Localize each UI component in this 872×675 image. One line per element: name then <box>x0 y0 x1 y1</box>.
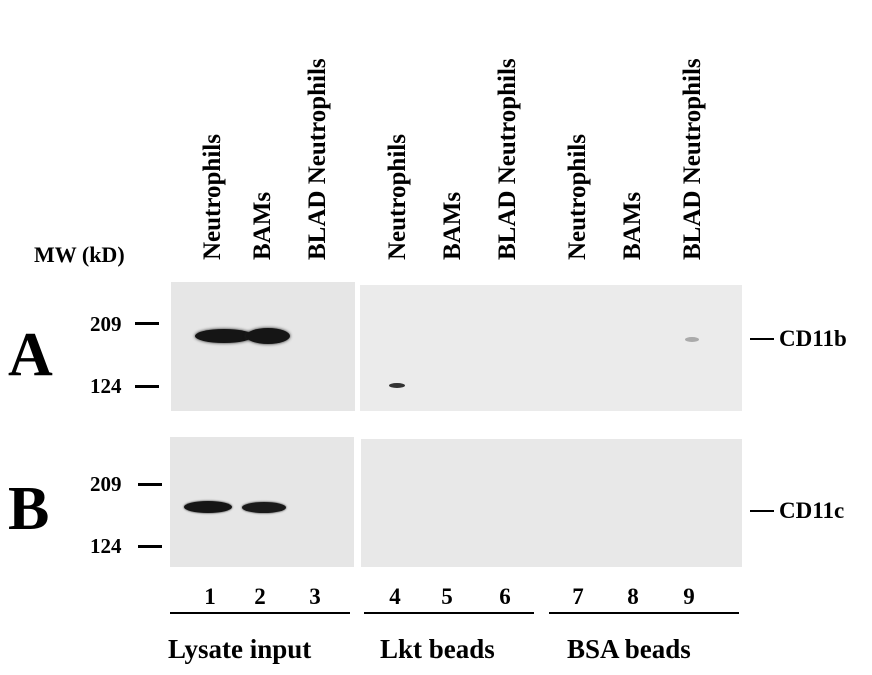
lane-number-7: 7 <box>572 584 584 609</box>
panel-a-marker-209-tick <box>135 322 159 325</box>
lane-number-6: 6 <box>499 584 511 609</box>
lane-number-9: 9 <box>683 584 695 609</box>
panel-b-protein-label: CD11c <box>779 498 845 523</box>
lane-header-3: BLAD Neutrophils <box>304 58 331 260</box>
panel-a-protein-label: CD11b <box>779 326 847 351</box>
mw-axis-title: MW (kD) <box>34 242 125 267</box>
lane-header-6: BLAD Neutrophils <box>494 58 521 260</box>
lane-number-2: 2 <box>254 584 266 609</box>
group-line-lysate <box>170 612 350 614</box>
group-label-bsa: BSA beads <box>567 634 691 664</box>
band-a-lane1 <box>195 329 253 343</box>
blot-a-beads <box>360 285 742 411</box>
panel-a-protein-tick <box>750 338 774 340</box>
group-label-lkt: Lkt beads <box>380 634 495 664</box>
panel-a-marker-124-label: 124 <box>90 374 122 398</box>
group-line-lkt <box>364 612 534 614</box>
panel-a-marker-124-tick <box>135 385 159 388</box>
lane-number-5: 5 <box>441 584 453 609</box>
panel-b-protein-tick <box>750 510 774 512</box>
lane-header-5: BAMs <box>439 191 466 260</box>
group-label-lysate: Lysate input <box>168 634 312 664</box>
lane-header-9: BLAD Neutrophils <box>679 58 706 260</box>
blot-a-lysate <box>171 282 355 411</box>
panel-b-marker-209-label: 209 <box>90 472 122 496</box>
blot-b-beads <box>361 439 742 567</box>
blot-b-lysate <box>170 437 354 567</box>
band-a-lane4-faint <box>389 383 405 388</box>
lane-header-8: BAMs <box>619 191 646 260</box>
panel-b-marker-124-tick <box>138 545 162 548</box>
lane-number-4: 4 <box>389 584 401 609</box>
band-b-lane1 <box>184 501 232 513</box>
lane-header-4: Neutrophils <box>384 134 411 260</box>
lane-number-1: 1 <box>204 584 216 609</box>
band-a-lane9-faint <box>685 337 699 342</box>
panel-b-marker-124-label: 124 <box>90 534 122 558</box>
lane-number-3: 3 <box>309 584 321 609</box>
lane-number-8: 8 <box>627 584 639 609</box>
panel-b-letter: B <box>8 475 50 543</box>
panel-a-letter: A <box>8 321 53 389</box>
band-b-lane2 <box>242 502 286 513</box>
lane-header-7: Neutrophils <box>564 134 591 260</box>
group-line-bsa <box>549 612 739 614</box>
band-a-lane2 <box>246 328 290 344</box>
lane-header-2: BAMs <box>249 191 276 260</box>
panel-b-marker-209-tick <box>138 483 162 486</box>
lane-header-1: Neutrophils <box>199 134 226 260</box>
panel-a-marker-209-label: 209 <box>90 312 122 336</box>
